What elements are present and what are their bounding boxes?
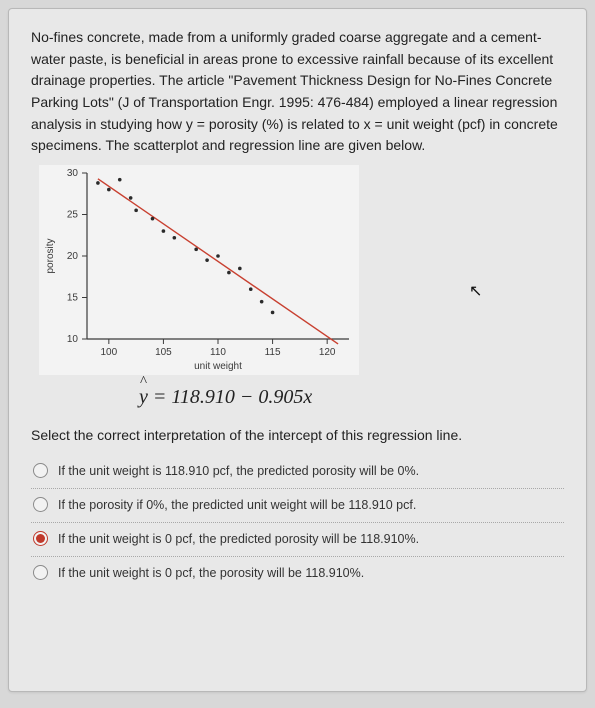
- radio-icon[interactable]: [33, 463, 48, 478]
- option-label: If the unit weight is 118.910 pcf, the p…: [58, 464, 419, 478]
- svg-text:unit weight: unit weight: [194, 361, 242, 372]
- svg-text:100: 100: [100, 347, 117, 358]
- svg-text:10: 10: [67, 334, 79, 345]
- question-passage: No-fines concrete, made from a uniformly…: [31, 27, 564, 157]
- option-0[interactable]: If the unit weight is 118.910 pcf, the p…: [31, 455, 564, 489]
- options-group: If the unit weight is 118.910 pcf, the p…: [31, 455, 564, 590]
- question-prompt: Select the correct interpretation of the…: [31, 427, 564, 443]
- scatter-chart: 100 105 110 115 120 10 15 20 25 30 unit weight poro…: [39, 165, 564, 380]
- svg-text:25: 25: [67, 210, 79, 221]
- regression-equation: y = 118.910 − 0.905x: [139, 386, 564, 409]
- option-label: If the porosity if 0%, the predicted uni…: [58, 498, 416, 512]
- equation-rhs: = 118.910 − 0.905x: [153, 386, 312, 408]
- option-3[interactable]: If the unit weight is 0 pcf, the porosit…: [31, 557, 564, 590]
- svg-text:110: 110: [210, 347, 226, 358]
- question-card: No-fines concrete, made from a uniformly…: [8, 8, 587, 692]
- radio-icon[interactable]: [33, 497, 48, 512]
- option-1[interactable]: If the porosity if 0%, the predicted uni…: [31, 489, 564, 523]
- svg-text:porosity: porosity: [45, 239, 56, 274]
- svg-text:120: 120: [319, 347, 336, 358]
- svg-text:30: 30: [67, 168, 79, 179]
- radio-icon[interactable]: [33, 531, 48, 546]
- svg-text:20: 20: [67, 251, 79, 262]
- option-label: If the unit weight is 0 pcf, the porosit…: [58, 566, 364, 580]
- radio-icon[interactable]: [33, 565, 48, 580]
- svg-text:105: 105: [155, 347, 172, 358]
- option-label: If the unit weight is 0 pcf, the predict…: [58, 532, 419, 546]
- svg-text:15: 15: [67, 293, 79, 304]
- option-2[interactable]: If the unit weight is 0 pcf, the predict…: [31, 523, 564, 557]
- svg-text:115: 115: [265, 347, 281, 358]
